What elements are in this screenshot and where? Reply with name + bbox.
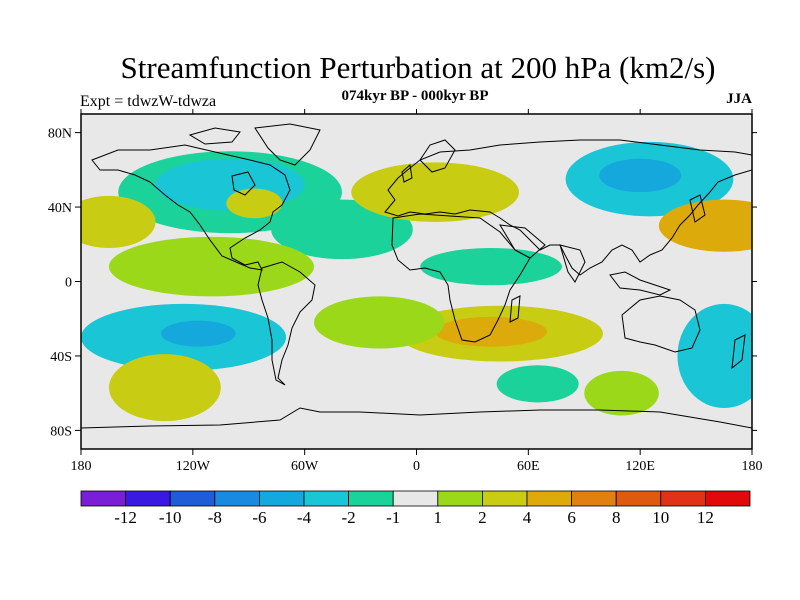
colorbar-label: 6 [567,508,576,527]
colorbar-label: 12 [697,508,714,527]
colorbar-label: 2 [478,508,487,527]
lat-tick-label: 40S [50,350,72,365]
colorbar-swatch [660,490,706,507]
colorbar-swatch [481,490,528,507]
lat-tick-label: 40N [48,201,72,216]
perturbation-region-pos-17 [108,354,221,422]
colorbar-swatch [125,490,171,507]
perturbation-region-pos-16 [435,316,547,347]
perturbation-region-neg-9 [496,365,579,403]
colorbar-swatch [526,490,572,507]
lon-tick-label: 60W [291,459,319,474]
colorbar-label: -1 [386,508,400,527]
colorbar-swatch [303,490,349,507]
colorbar-swatch [705,490,751,507]
perturbation-region-pos-12 [351,162,520,222]
colorbar-swatch [348,490,394,507]
lon-tick-label: 120E [625,459,655,474]
axis-ticks: 80N 40N 0 40S 80S 180 120W 60W 0 60E 120E 180 [48,109,763,474]
colorbar-label: -12 [114,508,137,527]
season-label: JJA [726,91,752,107]
perturbation-region-neg-2 [271,199,413,260]
perturbation-region-neg-8 [677,303,752,409]
lon-tick-label: 0 [413,459,420,474]
perturbation-region-pos-11 [226,188,283,219]
colorbar-label: 1 [434,508,443,527]
colorbar-label: -8 [208,508,222,527]
colorbar-label: -2 [342,508,356,527]
streamfunction-field [81,141,752,422]
lon-tick-label: 60E [517,459,540,474]
colorbar-swatch [392,490,439,507]
experiment-label: Expt = tdwzW-tdwza [80,93,217,110]
colorbar-swatch [571,490,617,507]
chart-title: Streamfunction Perturbation at 200 hPa (… [120,50,716,85]
colorbar-swatch [437,490,483,507]
colorbar-label: 10 [652,508,669,527]
colorbar-label: -4 [297,508,312,527]
colorbar-swatch [615,490,662,507]
colorbar-label: -10 [159,508,182,527]
perturbation-region-pos-13 [658,199,752,252]
colorbar-label: -6 [252,508,266,527]
perturbation-region-neg-4 [599,158,682,193]
lon-tick-label: 120W [176,459,211,474]
colorbar-swatch [258,490,305,507]
lat-tick-label: 0 [65,276,72,291]
perturbation-region-neg-5 [420,248,562,286]
colorbar-swatch [80,490,126,507]
coastlines [81,123,752,429]
perturbation-region-pos-14 [108,236,314,297]
perturbation-region-pos-10 [81,195,156,248]
lon-tick-label: 180 [742,459,763,474]
colorbar-swatch [169,490,216,507]
lon-tick-label: 180 [71,459,92,474]
chart-subtitle: 074kyr BP - 000kyr BP [341,88,489,104]
perturbation-region-neg-7 [161,320,236,347]
colorbar-swatch [214,490,260,507]
colorbar-label: 4 [523,508,532,527]
colorbar-label: 8 [612,508,621,527]
perturbation-region-pos-19 [584,370,659,416]
perturbation-region-pos-18 [313,296,445,349]
lat-tick-label: 80N [48,127,72,142]
colorbar: -12 -10 -8 -6 -4 -2 -1 1 2 4 6 8 10 12 [80,490,751,527]
lat-tick-label: 80S [50,424,72,439]
